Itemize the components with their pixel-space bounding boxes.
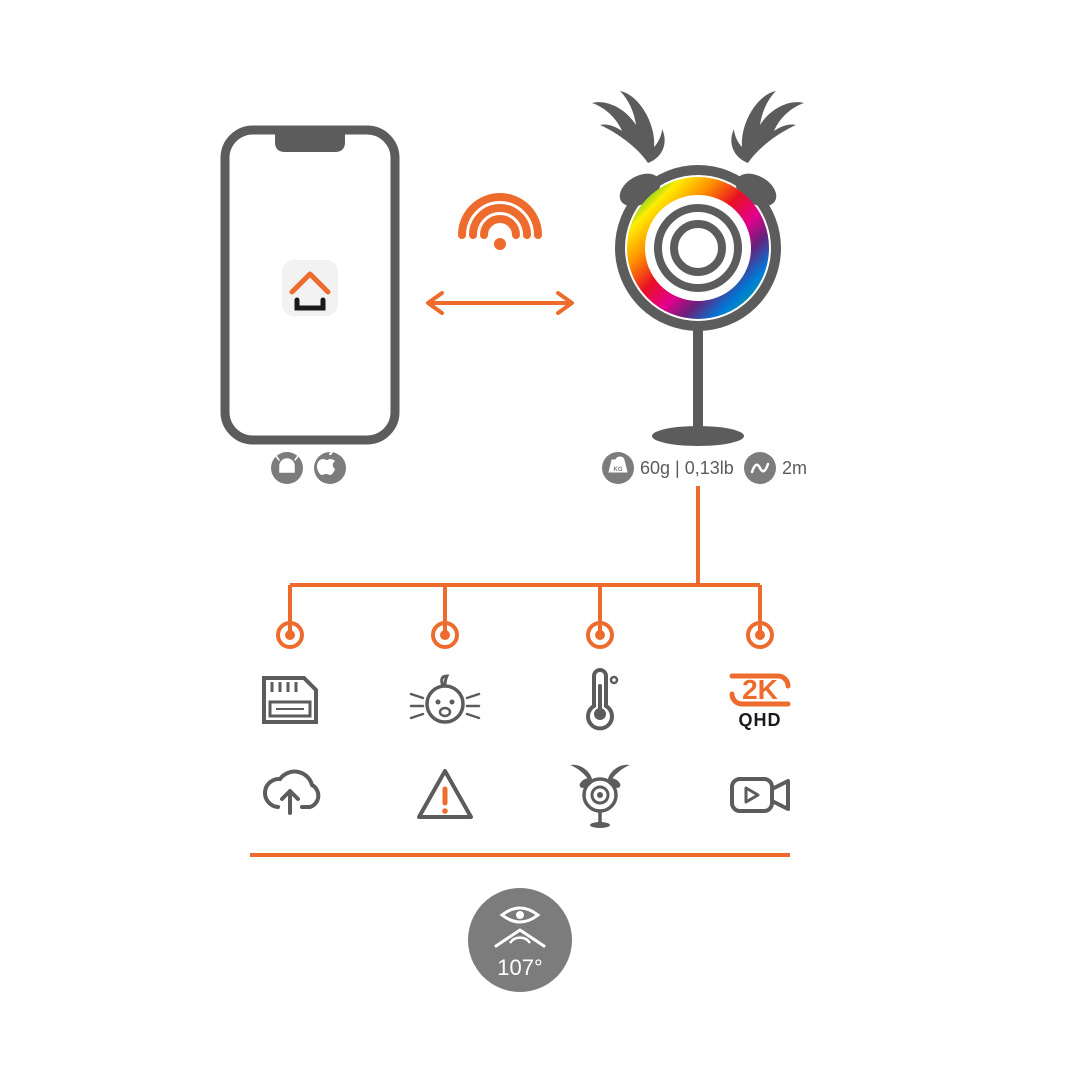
- baby-cry-icon: [411, 676, 479, 722]
- svg-text:QHD: QHD: [739, 710, 782, 730]
- cable-icon: [744, 452, 776, 484]
- weight-label: 60g | 0,13lb: [640, 458, 734, 478]
- feature-tree: [278, 486, 772, 647]
- resolution-icon: 2K QHD: [732, 674, 788, 730]
- home-app-icon: [282, 260, 338, 316]
- svg-text:KG: KG: [614, 467, 623, 473]
- cable-label: 2m: [782, 458, 807, 478]
- fov-badge: 107°: [468, 888, 572, 992]
- alert-icon: [419, 771, 471, 817]
- svg-text:2K: 2K: [742, 674, 778, 705]
- camera-device-icon: [592, 91, 804, 446]
- android-icon: [271, 452, 303, 484]
- phone-icon: [225, 130, 395, 440]
- fov-label: 107°: [497, 955, 543, 980]
- camera-mini-icon: [570, 765, 630, 828]
- temperature-icon: [588, 670, 617, 728]
- cloud-upload-icon: [265, 772, 318, 813]
- weight-icon: KG: [602, 452, 634, 484]
- double-arrow-icon: [428, 293, 572, 313]
- wifi-icon: [462, 197, 538, 250]
- video-icon: [732, 779, 788, 811]
- apple-icon: [314, 451, 346, 484]
- sd-card-icon: [264, 678, 316, 722]
